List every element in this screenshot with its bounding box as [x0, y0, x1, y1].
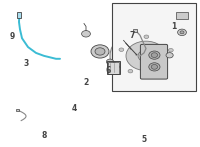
Text: 5: 5 [141, 135, 147, 144]
Circle shape [178, 29, 186, 36]
Bar [108, 62, 119, 74]
Circle shape [138, 50, 154, 62]
Circle shape [151, 65, 158, 69]
Circle shape [95, 48, 105, 55]
Circle shape [159, 70, 163, 73]
Circle shape [168, 49, 173, 52]
Bar [16, 109, 19, 111]
Circle shape [119, 48, 124, 51]
Text: 3: 3 [23, 59, 29, 68]
Bar [112, 3, 196, 91]
Circle shape [106, 59, 114, 64]
Bar [133, 29, 137, 32]
Circle shape [91, 45, 109, 58]
Text: 9: 9 [9, 32, 15, 41]
Circle shape [149, 51, 160, 59]
Circle shape [82, 31, 90, 37]
Circle shape [149, 63, 160, 71]
Text: 2: 2 [83, 78, 89, 87]
Text: 7: 7 [129, 31, 135, 40]
Text: 6: 6 [105, 66, 111, 75]
Bar [176, 12, 188, 19]
Circle shape [126, 41, 166, 71]
Circle shape [151, 53, 158, 57]
Circle shape [180, 31, 184, 34]
Bar [107, 61, 120, 74]
Circle shape [128, 69, 133, 73]
Circle shape [110, 29, 182, 82]
Polygon shape [112, 31, 178, 81]
Bar [17, 12, 21, 18]
Text: 1: 1 [171, 22, 177, 31]
Text: 4: 4 [71, 104, 77, 113]
Circle shape [166, 53, 173, 58]
FancyBboxPatch shape [140, 44, 168, 79]
Circle shape [144, 35, 149, 39]
Text: 8: 8 [41, 131, 47, 140]
